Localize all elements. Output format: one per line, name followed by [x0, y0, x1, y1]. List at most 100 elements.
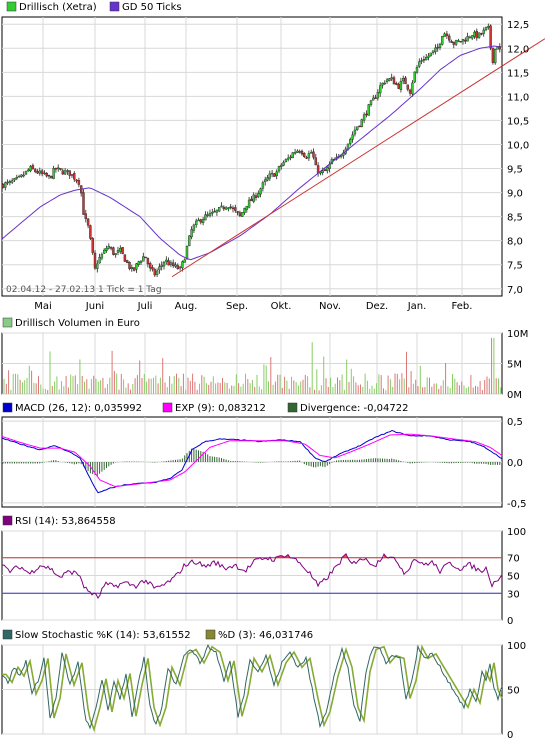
- candle-body: [89, 225, 92, 239]
- legend-swatch-stoch-d: [205, 629, 216, 640]
- candle-body: [413, 71, 416, 83]
- candle-body: [275, 171, 278, 177]
- candle-body: [142, 256, 145, 262]
- candle-body: [63, 170, 67, 175]
- candle-body: [151, 267, 154, 270]
- y-tick-label: 0: [507, 616, 513, 627]
- candle-body: [86, 218, 90, 226]
- price-panel: Drillisch (Xetra) GD 50 Ticks 02.04.12 -…: [1, 1, 545, 312]
- candle-body: [459, 41, 462, 43]
- candle-body: [61, 170, 64, 175]
- rsi-y-ticks: 100 70 50 30 0: [507, 527, 526, 627]
- candle-body: [422, 59, 426, 61]
- candle-body: [114, 253, 117, 255]
- candle-body: [20, 174, 23, 177]
- candle-body: [270, 172, 274, 175]
- y-tick-label: 5M: [507, 360, 522, 371]
- candle-body: [155, 270, 159, 275]
- candle-body: [132, 267, 136, 271]
- candle-body: [217, 207, 221, 212]
- legend-swatch-divergence: [287, 402, 298, 413]
- candle-body: [36, 171, 39, 174]
- candle-body: [165, 259, 168, 262]
- macd-histogram: [2, 448, 501, 477]
- y-tick-label: 12,5: [507, 20, 529, 31]
- candle-body: [268, 173, 271, 179]
- candle-body: [178, 266, 182, 269]
- candle-body: [374, 97, 377, 99]
- candle-body: [454, 40, 458, 45]
- candle-body: [236, 211, 239, 213]
- candle-body: [43, 172, 46, 175]
- candle-body: [252, 194, 255, 202]
- volume-grid: [2, 332, 502, 395]
- candle-body: [176, 265, 180, 270]
- candle-body: [247, 199, 251, 208]
- candle-body: [160, 264, 163, 267]
- rsi-line: [1, 552, 503, 599]
- candle-body: [427, 55, 430, 58]
- y-tick-label: 9,5: [507, 165, 523, 176]
- y-tick-label: 100: [507, 641, 526, 652]
- candle-body: [224, 207, 228, 210]
- candle-body: [24, 170, 28, 175]
- macd-y-ticks: 0,5 0,0 -0,5: [507, 417, 527, 510]
- candle-body: [434, 47, 437, 53]
- candle-body: [438, 43, 442, 48]
- x-tick-label: Jan.: [407, 301, 427, 312]
- candle-body: [296, 150, 299, 153]
- candle-body: [199, 219, 203, 223]
- candle-body: [452, 41, 455, 45]
- candle-body: [360, 119, 363, 128]
- y-tick-label: 0,0: [507, 458, 523, 469]
- candle-body: [383, 82, 386, 85]
- candle-body: [385, 79, 389, 82]
- candle-body: [436, 46, 439, 49]
- candle-body: [484, 26, 488, 31]
- legend-label-volume: Drillisch Volumen in Euro: [15, 318, 140, 329]
- candle-body: [408, 89, 412, 94]
- x-tick-label: Juni: [85, 301, 104, 312]
- candle-body: [406, 84, 409, 90]
- candle-body: [6, 181, 9, 184]
- candle-body: [22, 174, 25, 177]
- candle-body: [310, 152, 313, 154]
- candle-body: [273, 173, 276, 177]
- candle-body: [372, 97, 375, 101]
- candle-body: [367, 104, 370, 116]
- candle-body: [291, 152, 294, 158]
- y-tick-label: 10,5: [507, 116, 529, 127]
- candle-body: [464, 39, 467, 42]
- candle-body: [250, 198, 253, 202]
- candle-body: [215, 209, 219, 213]
- stochastic-k-line: [1, 643, 503, 730]
- candle-body: [323, 169, 327, 172]
- legend-label-divergence: Divergence: -0,04722: [300, 403, 408, 414]
- candle-body: [169, 262, 173, 265]
- candle-body: [98, 257, 101, 264]
- candle-body: [100, 254, 104, 259]
- macd-grid: [2, 417, 502, 507]
- candle-body: [441, 35, 444, 45]
- candle-body: [183, 259, 186, 263]
- candle-body: [91, 238, 94, 253]
- candle-body: [259, 188, 262, 195]
- candle-body: [480, 33, 483, 35]
- candle-body: [300, 150, 304, 155]
- legend-label-macd: MACD (26, 12): 0,035992: [15, 403, 142, 414]
- candle-body: [75, 179, 78, 182]
- candle-body: [220, 205, 223, 208]
- y-tick-label: 8,0: [507, 237, 523, 248]
- y-tick-label: 9,0: [507, 189, 523, 200]
- candle-body: [482, 29, 485, 34]
- candle-body: [429, 52, 432, 56]
- y-tick-label: 100: [507, 527, 526, 538]
- candle-body: [448, 35, 451, 41]
- y-tick-label: 8,5: [507, 213, 523, 224]
- candle-body: [47, 174, 51, 177]
- candle-body: [197, 219, 200, 222]
- candle-body: [238, 212, 242, 216]
- candle-body: [93, 252, 97, 269]
- candle-body: [66, 170, 69, 172]
